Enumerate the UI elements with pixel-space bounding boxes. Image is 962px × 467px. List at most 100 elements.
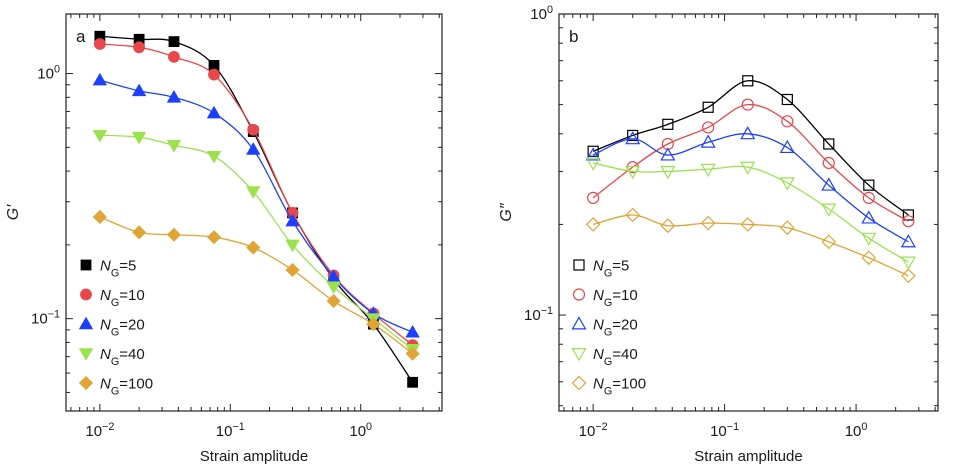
x-tick-label: 10−2 <box>579 421 608 440</box>
data-point <box>740 217 756 232</box>
data-point <box>700 134 716 148</box>
data-point <box>700 215 716 231</box>
data-point <box>285 262 300 278</box>
legend-label: NG=10 <box>593 287 638 309</box>
data-point <box>861 250 877 266</box>
data-point <box>702 121 715 134</box>
data-point <box>246 240 261 255</box>
data-point <box>742 75 754 87</box>
series-line <box>99 35 414 383</box>
legend-label: NG=5 <box>593 258 629 280</box>
data-point <box>625 131 641 145</box>
data-point <box>822 156 835 170</box>
plot-frame <box>65 13 443 412</box>
data-point <box>587 191 600 204</box>
data-point <box>246 142 261 155</box>
data-point <box>900 256 916 270</box>
series-line <box>99 134 414 350</box>
data-point <box>779 220 795 236</box>
data-point <box>246 186 261 199</box>
panel-label: b <box>569 27 578 46</box>
data-point <box>660 218 676 234</box>
x-axis-label: Strain amplitude <box>694 448 802 465</box>
data-point <box>740 126 756 140</box>
data-point <box>206 230 222 245</box>
data-point <box>779 177 795 191</box>
legend-marker <box>78 348 94 361</box>
data-point <box>900 234 916 248</box>
data-point <box>779 139 795 154</box>
data-point <box>862 191 875 204</box>
series-line <box>592 162 909 263</box>
data-point <box>902 215 915 228</box>
data-point <box>366 317 381 332</box>
x-tick-label: 100 <box>349 421 372 440</box>
data-point <box>285 213 300 227</box>
y-axis: 100 10−1 <box>31 64 442 393</box>
legend: NG=5 NG=10 NG=20 NG=40 NG=100 <box>78 258 153 398</box>
x-axis: 10−2 10−1 100 <box>70 14 440 440</box>
panel-label: a <box>76 27 86 46</box>
data-point <box>702 101 714 113</box>
series-group <box>92 30 420 388</box>
x-axis-label: Strain amplitude <box>200 448 308 465</box>
plot-frame <box>558 13 939 412</box>
data-point <box>206 105 222 119</box>
y-tick-label: 10−1 <box>31 309 60 328</box>
data-point <box>662 118 674 130</box>
y-axis-label: G″ <box>498 202 515 221</box>
series-line <box>592 133 909 243</box>
y-tick-label: 100 <box>530 4 553 23</box>
data-point <box>407 376 419 388</box>
legend-marker <box>572 288 586 301</box>
data-point <box>821 203 837 217</box>
data-point <box>861 210 877 224</box>
legend-marker <box>78 316 94 330</box>
data-point <box>285 239 300 253</box>
data-point <box>168 50 180 63</box>
data-point <box>168 36 180 48</box>
data-point <box>405 346 420 361</box>
data-point <box>132 225 147 240</box>
data-point <box>92 72 108 86</box>
data-point <box>326 281 341 295</box>
data-point <box>93 38 106 50</box>
legend-label: NG=40 <box>593 346 638 368</box>
data-point <box>131 83 147 97</box>
legend-label: NG=10 <box>100 287 145 309</box>
data-point <box>166 139 182 153</box>
y-tick-label: 10−1 <box>524 305 553 324</box>
data-point <box>625 207 641 223</box>
legend: NG=5 NG=10 NG=20 NG=40 NG=100 <box>571 258 646 398</box>
data-point <box>92 130 108 143</box>
data-point <box>133 41 146 54</box>
data-point <box>740 161 756 175</box>
legend-label: NG=100 <box>100 376 153 398</box>
data-point <box>587 145 599 157</box>
data-point <box>781 115 794 128</box>
x-tick-label: 10−2 <box>85 421 114 440</box>
x-tick-label: 100 <box>845 421 868 440</box>
series-line <box>99 79 413 333</box>
data-point <box>405 324 420 338</box>
legend-label: NG=20 <box>100 317 145 339</box>
y-tick-label: 100 <box>37 64 60 83</box>
legend-marker <box>571 375 587 391</box>
legend-label: NG=40 <box>100 346 145 368</box>
data-point <box>585 157 601 171</box>
legend-marker <box>571 348 587 362</box>
data-point <box>863 179 875 191</box>
series-group <box>585 75 916 284</box>
legend-marker <box>571 316 587 330</box>
panel-a: 10−2 10−1 100 100 10−1 Strain amplitude G′ a NG=… <box>5 13 443 465</box>
data-point <box>901 268 916 284</box>
data-point <box>741 98 754 111</box>
series-line <box>592 214 909 277</box>
data-point <box>700 163 716 177</box>
data-point <box>326 293 341 309</box>
series-line <box>99 216 414 355</box>
data-point <box>166 90 182 103</box>
x-axis: 10−2 10−1 100 <box>563 14 936 440</box>
data-point <box>660 147 676 161</box>
